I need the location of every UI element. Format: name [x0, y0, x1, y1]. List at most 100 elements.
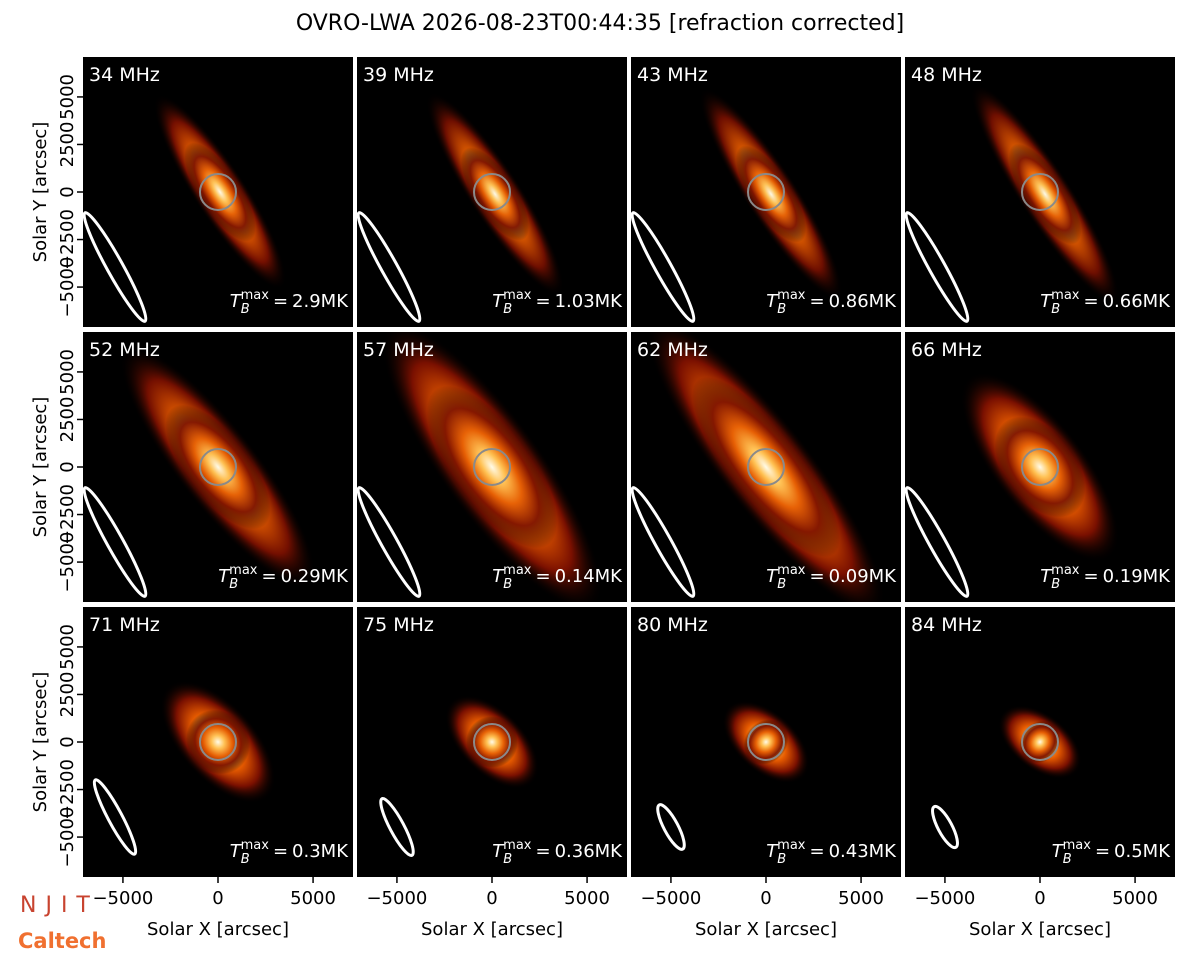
tb-value: 0.3MK	[292, 841, 349, 862]
y-tick-label: −2500	[57, 759, 78, 820]
solar-disk	[747, 723, 785, 761]
y-tick-label: −2500	[57, 209, 78, 270]
y-tick-label: −5000	[57, 807, 78, 868]
x-tick-label: −5000	[640, 888, 701, 909]
tb-sub: B	[777, 852, 786, 867]
tb-sup: max	[777, 288, 806, 303]
tb-eq: =	[809, 291, 824, 312]
solar-disk	[747, 173, 785, 211]
emission-core	[165, 404, 271, 530]
panel-image	[905, 84, 1120, 323]
emission-core	[1019, 720, 1061, 764]
panel-image	[83, 94, 287, 323]
tb-symbol: T	[766, 566, 779, 587]
tb-eq: =	[809, 566, 824, 587]
panel-image	[905, 372, 1120, 598]
y-tick-label: 0	[57, 461, 78, 472]
tb-sup: max	[1063, 838, 1092, 853]
tb-eq: =	[535, 291, 550, 312]
x-tick-label: −5000	[92, 888, 153, 909]
tb-sup: max	[777, 838, 806, 853]
x-tick-label: 5000	[1112, 888, 1158, 909]
emission-core	[426, 385, 558, 549]
emission-core	[994, 416, 1086, 518]
tb-symbol: T	[492, 566, 505, 587]
panel-image	[931, 705, 1082, 850]
frequency-label: 52 MHz	[89, 339, 160, 361]
frequency-label: 66 MHz	[911, 339, 982, 361]
tb-sup: max	[1051, 288, 1080, 303]
tb-eq: =	[1083, 291, 1098, 312]
beam	[379, 797, 415, 857]
tb-max-label: TBmax = 0.66MK	[1040, 288, 1171, 317]
tb-eq: =	[273, 841, 288, 862]
tb-symbol: T	[492, 841, 505, 862]
tb-eq: =	[273, 291, 288, 312]
panel-image	[631, 88, 843, 323]
panel-image	[357, 332, 603, 602]
x-axis-label: Solar X [arcsec]	[421, 919, 563, 940]
tb-symbol: T	[492, 291, 505, 312]
y-axis-label: Solar Y [arcsec]	[30, 397, 51, 538]
x-tick-label: −5000	[366, 888, 427, 909]
frequency-label: 43 MHz	[637, 64, 708, 86]
figure-title: OVRO-LWA 2026-08-23T00:44:35 [refraction…	[296, 11, 904, 36]
tb-sup: max	[503, 838, 532, 853]
solar-disk	[473, 448, 511, 486]
tb-value: 0.86MK	[829, 291, 898, 312]
solar-disk	[199, 448, 237, 486]
tb-max-label: TBmax = 0.14MK	[492, 563, 623, 592]
tb-value: 2.9MK	[292, 291, 349, 312]
tb-max-label: TBmax = 2.9MK	[230, 288, 350, 317]
y-tick-label: −5000	[57, 257, 78, 318]
solar-disk	[1021, 723, 1059, 761]
beam	[357, 486, 422, 598]
x-axis-label: Solar X [arcsec]	[147, 919, 289, 940]
tb-sub: B	[503, 577, 512, 592]
tb-sup: max	[503, 288, 532, 303]
solar-disk	[199, 173, 237, 211]
frequency-label: 84 MHz	[911, 614, 982, 636]
tb-eq: =	[809, 841, 824, 862]
beam	[83, 211, 148, 323]
tb-value: 0.66MK	[1103, 291, 1172, 312]
tb-sub: B	[1051, 302, 1060, 317]
frequency-label: 34 MHz	[89, 64, 160, 86]
tb-max-label: TBmax = 0.29MK	[218, 563, 349, 592]
x-tick-label: 0	[760, 888, 771, 909]
panel-image	[83, 346, 316, 598]
tb-sub: B	[503, 302, 512, 317]
tb-sup: max	[229, 563, 258, 578]
tb-symbol: T	[218, 566, 231, 587]
beam	[931, 804, 959, 850]
tb-sub: B	[1051, 577, 1060, 592]
panel-image	[92, 680, 276, 856]
frequency-label: 75 MHz	[363, 614, 434, 636]
panel-image	[357, 92, 564, 323]
tb-sup: max	[241, 288, 270, 303]
y-axis-label: Solar Y [arcsec]	[30, 672, 51, 813]
tb-symbol: T	[1040, 291, 1053, 312]
tb-max-label: TBmax = 0.5MK	[1052, 838, 1172, 867]
y-tick-label: 5000	[57, 74, 78, 120]
tb-sub: B	[503, 852, 512, 867]
tb-max-label: TBmax = 0.09MK	[766, 563, 897, 592]
tb-max-label: TBmax = 0.43MK	[766, 838, 897, 867]
solar-disk	[747, 448, 785, 486]
beam	[631, 486, 696, 598]
y-tick-label: 2500	[57, 672, 78, 718]
x-tick-label: −5000	[914, 888, 975, 909]
beam	[357, 211, 422, 323]
logo-njit: NJIT	[20, 893, 99, 918]
tb-sub: B	[1063, 852, 1072, 867]
frequency-label: 48 MHz	[911, 64, 982, 86]
beam	[656, 803, 686, 851]
tb-value: 0.14MK	[555, 566, 624, 587]
tb-sup: max	[503, 563, 532, 578]
tb-value: 0.43MK	[829, 841, 898, 862]
tb-eq: =	[535, 841, 550, 862]
y-tick-label: 0	[57, 186, 78, 197]
solar-disk	[199, 723, 237, 761]
tb-symbol: T	[230, 841, 243, 862]
